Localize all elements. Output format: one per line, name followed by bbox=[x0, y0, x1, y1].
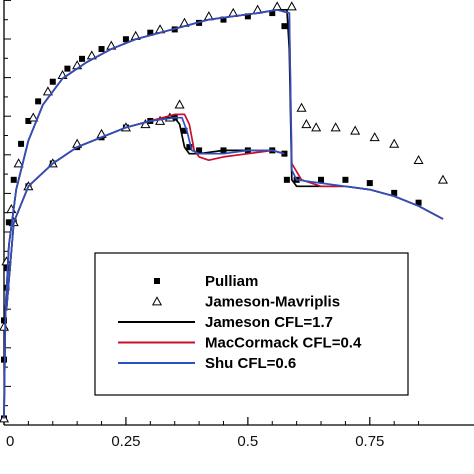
triangle-marker bbox=[369, 132, 380, 142]
legend-label: Pulliam bbox=[205, 273, 258, 290]
legend-label: Shu CFL=0.6 bbox=[205, 355, 296, 372]
triangle-marker bbox=[389, 138, 400, 148]
legend-label: Jameson CFL=1.7 bbox=[205, 314, 333, 331]
x-tick-label: 0.25 bbox=[111, 433, 140, 450]
triangle-marker bbox=[350, 125, 361, 135]
square-marker bbox=[122, 36, 129, 43]
square-marker bbox=[342, 176, 349, 183]
triangle-marker bbox=[42, 86, 53, 96]
triangle-marker bbox=[286, 1, 297, 11]
legend-box bbox=[94, 252, 409, 396]
triangle-marker bbox=[301, 119, 312, 129]
square-marker bbox=[1, 317, 7, 324]
square-marker bbox=[391, 189, 398, 196]
legend-entry-pulliam: Pulliam bbox=[154, 273, 258, 290]
square-marker bbox=[318, 176, 325, 183]
triangle-marker bbox=[296, 102, 307, 112]
square-marker bbox=[366, 180, 373, 187]
triangle-marker bbox=[151, 296, 163, 306]
square-marker bbox=[220, 16, 227, 23]
square-marker bbox=[281, 23, 288, 30]
triangle-marker bbox=[13, 158, 24, 168]
square-marker bbox=[98, 46, 105, 53]
triangle-marker bbox=[28, 112, 39, 122]
square-marker bbox=[283, 176, 290, 183]
series-line bbox=[5, 116, 285, 311]
square-marker bbox=[196, 147, 203, 154]
square-marker bbox=[5, 219, 12, 226]
triangle-marker bbox=[311, 122, 322, 132]
square-marker bbox=[281, 150, 288, 157]
square-marker bbox=[269, 10, 276, 17]
square-marker bbox=[3, 265, 10, 272]
square-marker bbox=[415, 199, 422, 206]
triangle-marker bbox=[330, 122, 341, 132]
series-line bbox=[3, 8, 444, 419]
square-marker bbox=[10, 176, 17, 183]
series-series-7 bbox=[5, 116, 285, 311]
legend-entry-jameson-mavriplis: Jameson-Mavriplis bbox=[151, 294, 340, 311]
square-marker bbox=[64, 65, 71, 72]
triangle-marker bbox=[272, 1, 283, 11]
legend-entry-maccormack-cfl-0-4: MacCormack CFL=0.4 bbox=[118, 335, 362, 352]
square-marker bbox=[147, 29, 154, 36]
square-marker bbox=[49, 78, 56, 85]
x-tick-label: 0 bbox=[6, 433, 14, 450]
legend-label: Jameson-Mavriplis bbox=[205, 294, 340, 311]
square-marker bbox=[35, 98, 42, 105]
square-marker bbox=[181, 127, 188, 134]
series-shu-cfl-0-6 bbox=[3, 8, 444, 419]
triangle-marker bbox=[174, 99, 185, 109]
square-marker bbox=[154, 278, 160, 284]
triangle-marker bbox=[437, 174, 449, 184]
legend: Pulliam Jameson-Mavriplis Jameson CFL=1.7 M… bbox=[94, 252, 409, 396]
triangle-marker bbox=[413, 154, 424, 165]
legend-entry-shu-cfl-0-6: Shu CFL=0.6 bbox=[118, 355, 296, 372]
legend-label: MacCormack CFL=0.4 bbox=[205, 335, 362, 352]
axes: 0 0.25 0.5 0.75 bbox=[3, 0, 474, 450]
square-marker bbox=[79, 55, 86, 62]
legend-entry-jameson-cfl-1-7: Jameson CFL=1.7 bbox=[118, 314, 333, 331]
square-marker bbox=[244, 13, 251, 20]
square-marker bbox=[186, 144, 193, 151]
x-tick-label: 0.5 bbox=[237, 433, 258, 450]
x-tick-label: 0.75 bbox=[355, 433, 384, 450]
square-marker bbox=[18, 140, 25, 147]
triangle-marker bbox=[140, 119, 151, 129]
square-marker bbox=[25, 117, 32, 124]
triangle-marker bbox=[0, 321, 10, 331]
series-group bbox=[0, 1, 449, 423]
